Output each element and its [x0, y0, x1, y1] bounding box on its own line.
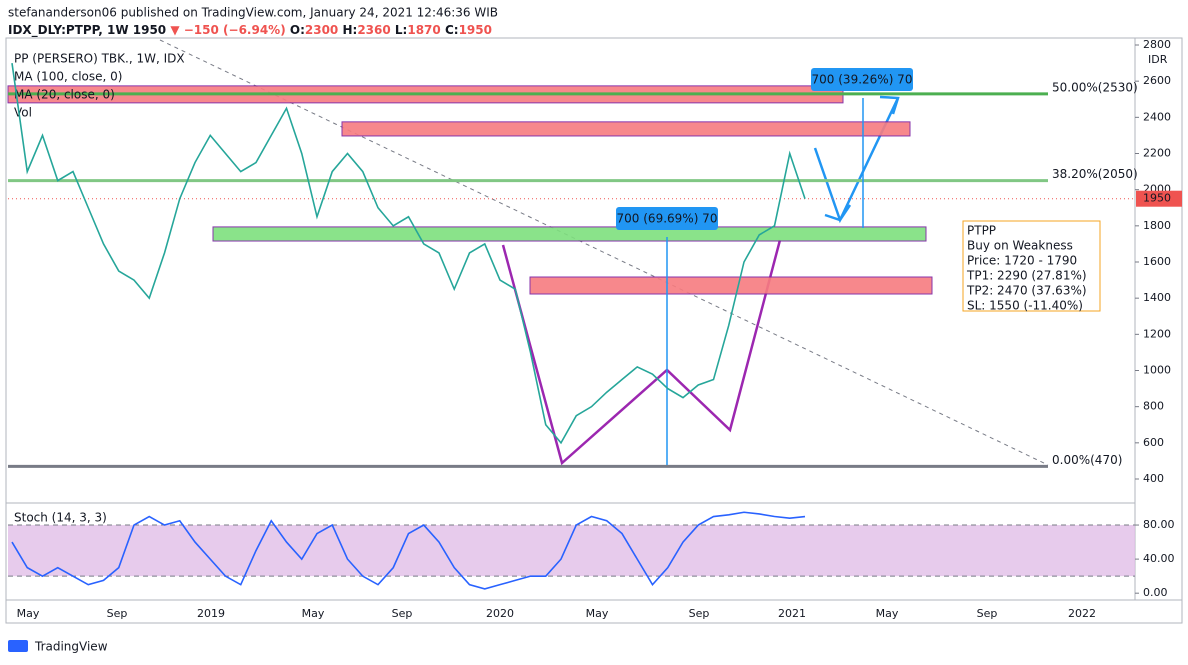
k2: L: [395, 23, 407, 37]
indicator-label: Vol [14, 106, 32, 120]
note-box [962, 220, 1101, 312]
y-tick-label: 2200 [1143, 147, 1171, 160]
note-line: TP1: 2290 (27.81%) [966, 269, 1087, 283]
y-tick-label: 400 [1143, 472, 1164, 485]
v1: 2360 [357, 23, 390, 37]
change: ▼ −150 (−6.94%) [170, 23, 285, 37]
zone [341, 121, 911, 137]
x-tick-label: May [302, 607, 325, 620]
footer-logo: TradingView [34, 640, 108, 654]
y-tick-label: 2600 [1143, 74, 1171, 87]
y-tick-label: 1400 [1143, 291, 1171, 304]
x-tick-label: Sep [392, 607, 413, 620]
y-tick-label: 1600 [1143, 255, 1171, 268]
x-tick-label: 2021 [778, 607, 806, 620]
note-line: Buy on Weakness [967, 239, 1073, 253]
arrow-head [824, 204, 852, 222]
y-tick-label: 1000 [1143, 364, 1171, 377]
measure-label: 700 (39.26%) 70 [812, 73, 913, 87]
frame [5, 37, 1183, 624]
x-tick-label: 2019 [197, 607, 225, 620]
price-line [11, 511, 806, 590]
pane-title: PP (PERSERO) TBK., 1W, IDX [14, 52, 185, 66]
last: 1950 [133, 23, 166, 37]
measure-box [811, 68, 913, 91]
y-tick-label: 2800 [1143, 38, 1171, 51]
fib-label: 50.00%(2530) [1052, 80, 1138, 94]
price-line [11, 62, 806, 445]
k0: O: [290, 23, 305, 37]
stoch-band [8, 525, 1135, 577]
byline: stefananderson06 published on TradingVie… [8, 6, 498, 20]
v3: 1950 [459, 23, 492, 37]
indicator-label: MA (20, close, 0) [14, 88, 115, 102]
symbol: IDX_DLY:PTPP, 1W [8, 23, 129, 38]
arrow-head [879, 95, 900, 115]
v2: 1870 [407, 23, 440, 37]
fib-label: 38.20%(2050) [1052, 167, 1138, 181]
note-line: Price: 1720 - 1790 [967, 254, 1077, 268]
y-tick-label: 1200 [1143, 327, 1171, 340]
k1: H: [342, 23, 357, 37]
indicator-label: MA (100, close, 0) [14, 70, 122, 84]
x-tick-label: May [586, 607, 609, 620]
x-tick-label: 2022 [1068, 607, 1096, 620]
x-tick-label: Sep [689, 607, 710, 620]
zone [212, 226, 927, 242]
last-price-box [1136, 190, 1182, 207]
y-tick-label: 1800 [1143, 219, 1171, 232]
logo-icon [8, 640, 28, 652]
note-line: PTPP [967, 224, 996, 238]
x-tick-label: May [17, 607, 40, 620]
k3: C: [445, 23, 459, 37]
pane-title: Stoch (14, 3, 3) [14, 511, 107, 525]
y-tick-label: 2400 [1143, 110, 1171, 123]
y-tick-label: 800 [1143, 400, 1164, 413]
last-price-label: 1950 [1143, 192, 1171, 205]
unit-label: IDR [1148, 53, 1168, 66]
x-tick-label: Sep [107, 607, 128, 620]
y-tick-label: 600 [1143, 436, 1164, 449]
x-tick-label: Sep [977, 607, 998, 620]
measure-label: 700 (69.69%) 70 [617, 212, 718, 226]
zone [529, 276, 933, 295]
x-tick-label: May [876, 607, 899, 620]
y-tick-label: 80.00 [1143, 518, 1175, 531]
v0: 2300 [305, 23, 338, 37]
y-tick-label: 0.00 [1143, 586, 1168, 599]
fib-label: 0.00%(470) [1052, 453, 1122, 467]
x-tick-label: 2020 [486, 607, 514, 620]
y-tick-label: 40.00 [1143, 552, 1175, 565]
note-line: TP2: 2470 (37.63%) [966, 284, 1087, 298]
note-line: SL: 1550 (-11.40%) [967, 299, 1083, 313]
symbol-line: IDX_DLY:PTPP, 1W 1950 ▼ −150 (−6.94%) O:… [8, 23, 492, 38]
measure-box [616, 207, 718, 230]
